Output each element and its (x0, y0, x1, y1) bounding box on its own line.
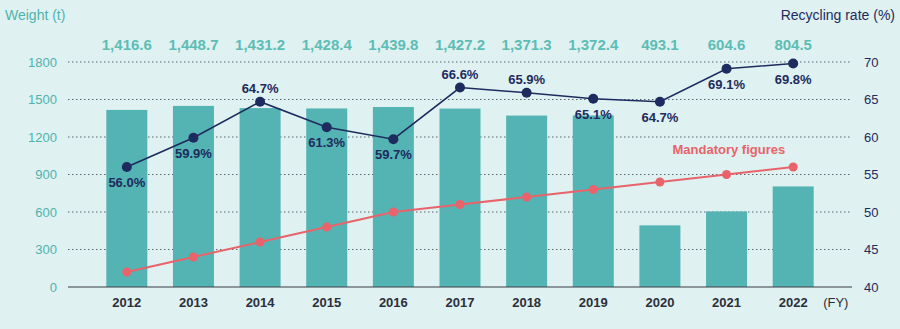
line-marker (589, 185, 598, 194)
x-tick-label: 2012 (112, 295, 141, 310)
line-marker (655, 178, 664, 187)
line-marker (788, 59, 798, 69)
y-tick-label: 900 (35, 167, 57, 182)
bar (573, 115, 614, 287)
line-marker (522, 193, 531, 202)
line (127, 167, 793, 272)
line-marker (188, 133, 198, 143)
bar-data-label: 804.5 (774, 36, 812, 53)
grid-line (68, 62, 852, 63)
line-marker (322, 223, 331, 232)
x-axis-line (68, 286, 852, 287)
x-tick-label: 2016 (379, 295, 408, 310)
line-data-label: 66.6% (442, 67, 479, 82)
line-marker (456, 200, 465, 209)
x-tick-label: 2020 (645, 295, 674, 310)
x-tick-label: 2021 (712, 295, 741, 310)
x-tick-label: 2018 (512, 295, 541, 310)
x-tick-label: 2014 (246, 295, 276, 310)
line-marker (189, 253, 198, 262)
line-data-label: 65.9% (508, 72, 545, 87)
line-marker (588, 94, 598, 104)
bar-data-label: 604.6 (708, 36, 746, 53)
grid-line (68, 99, 852, 100)
y2-tick-label: 60 (864, 130, 878, 145)
page: {"chart_data": {"type": "bar", "y_label"… (0, 0, 900, 329)
bar (773, 186, 814, 287)
x-tick-label: 2022 (779, 295, 808, 310)
line-data-label: 61.3% (308, 135, 345, 150)
y-tick-label: 1200 (28, 130, 57, 145)
line-marker (388, 134, 398, 144)
bar-data-label: 1,371.3 (502, 36, 552, 53)
line-marker (522, 88, 532, 98)
x-axis-title: (FY) (823, 295, 848, 310)
y2-axis-title: Recycling rate (%) (781, 7, 895, 23)
line-marker (389, 208, 398, 217)
line-marker (256, 238, 265, 247)
line-marker (722, 170, 731, 179)
x-tick-label: 2015 (312, 295, 341, 310)
bar (106, 110, 147, 287)
x-tick-label: 2017 (446, 295, 475, 310)
line-marker (122, 162, 132, 172)
y-tick-label: 0 (50, 280, 57, 295)
bar-data-label: 1,448.7 (168, 36, 218, 53)
bar (706, 211, 747, 287)
line-data-label: 64.7% (641, 110, 678, 125)
labels: 1,416.6 1,448.7 1,431.2 1,428.4 1,439.8 1,427… (102, 36, 812, 190)
y-tick-label: 1500 (28, 92, 57, 107)
series-label: Mandatory figures (672, 142, 785, 157)
bar (373, 107, 414, 287)
line-data-label: 64.7% (242, 81, 279, 96)
bar (440, 109, 481, 287)
line-marker (655, 97, 665, 107)
line-data-label: 56.0% (108, 175, 145, 190)
y2-tick-label: 65 (864, 92, 878, 107)
bar (240, 108, 281, 287)
y-tick-label: 300 (35, 242, 57, 257)
line-data-label: 65.1% (575, 107, 612, 122)
chart: 0 300 600 900 1200 1500 1800 40 45 50 55 60 65 70 Weig… (0, 0, 900, 329)
line-data-label: 69.8% (775, 72, 812, 87)
bar-data-label: 1,428.4 (302, 36, 353, 53)
bar-data-label: 1,416.6 (102, 36, 152, 53)
line-data-label: 69.1% (708, 77, 745, 92)
plot-area (106, 59, 813, 288)
line-marker (722, 64, 732, 74)
bar-data-label: 1,372.4 (568, 36, 619, 53)
y2-tick-label: 55 (864, 167, 878, 182)
y2-tick-label: 50 (864, 205, 878, 220)
line-data-label: 59.9% (175, 146, 212, 161)
line-marker (122, 268, 131, 277)
bar-data-label: 1,431.2 (235, 36, 285, 53)
y-tick-label: 1800 (28, 55, 57, 70)
y-axis-title: Weight (t) (5, 7, 65, 23)
x-tick-label: 2013 (179, 295, 208, 310)
y2-tick-label: 70 (864, 55, 878, 70)
bar-data-label: 1,427.2 (435, 36, 485, 53)
line (127, 64, 793, 168)
line-data-label: 59.7% (375, 147, 412, 162)
bar-data-label: 1,439.8 (368, 36, 418, 53)
background (0, 0, 900, 329)
bar (306, 108, 347, 287)
y2-tick-label: 45 (864, 242, 878, 257)
bar (506, 116, 547, 287)
bar-data-label: 493.1 (641, 36, 679, 53)
line-marker (789, 163, 798, 172)
x-tick-label: 2019 (579, 295, 608, 310)
line-marker (322, 122, 332, 132)
y2-tick-label: 40 (864, 280, 878, 295)
line-marker (255, 97, 265, 107)
line-marker (455, 83, 465, 93)
y-tick-label: 600 (35, 205, 57, 220)
bar (639, 225, 680, 287)
